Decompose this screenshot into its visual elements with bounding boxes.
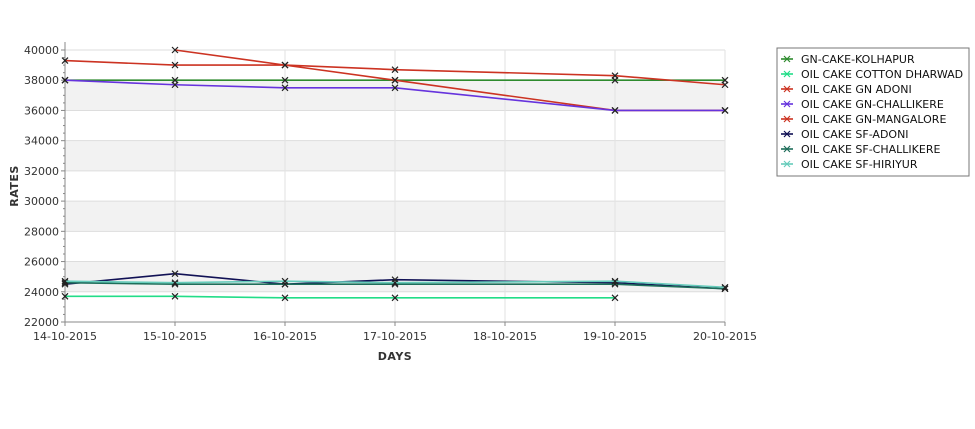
- y-axis-ticks: 22000 24000 26000 28000 30000 32000 34000 36000…: [24, 44, 65, 329]
- series-2: [61, 292, 619, 302]
- y-axis-title: RATES: [8, 165, 21, 207]
- data-point: [611, 107, 619, 114]
- legend-item: OIL CAKE SF-CHALLIKERE: [781, 143, 940, 156]
- series-line: [64, 280, 726, 289]
- y-tick-label: 34000: [24, 135, 59, 148]
- y-tick-label: 36000: [24, 104, 59, 117]
- data-point: [171, 46, 179, 54]
- legend-marker: [783, 70, 791, 78]
- legend-item: OIL CAKE SF-ADONI: [781, 128, 909, 141]
- x-tick-label: 20-10-2015: [693, 330, 757, 343]
- series-8: [61, 277, 729, 291]
- legend-label: OIL CAKE SF-ADONI: [801, 128, 909, 141]
- data-point: [171, 61, 179, 69]
- legend-box: [776, 47, 970, 177]
- data-point: [281, 61, 289, 69]
- series-line: [64, 281, 726, 290]
- legend-label: OIL CAKE COTTON DHARWAD: [801, 68, 963, 81]
- legend-label: OIL CAKE GN-MANGALORE: [801, 113, 946, 126]
- legend-item: OIL CAKE GN-MANGALORE: [781, 113, 946, 126]
- legend-label: GN-CAKE-KOLHAPUR: [801, 53, 915, 66]
- y-tick-label: 22000: [24, 316, 59, 329]
- data-point: [171, 270, 179, 278]
- data-point: [281, 76, 289, 84]
- x-tick-label: 14-10-2015: [33, 330, 97, 343]
- data-point: [611, 277, 619, 285]
- data-point: [171, 292, 179, 300]
- legend-item: OIL CAKE SF-HIRIYUR: [781, 158, 918, 171]
- legend-marker: [783, 55, 791, 63]
- legend-label: OIL CAKE SF-CHALLIKERE: [801, 143, 940, 156]
- data-point: [391, 66, 399, 74]
- data-point: [281, 277, 289, 285]
- legend: GN-CAKE-KOLHAPUR OIL CAKE COTTON DHARWAD O…: [776, 47, 970, 177]
- x-tick-label: 17-10-2015: [363, 330, 427, 343]
- data-point: [171, 81, 179, 89]
- legend-item: OIL CAKE COTTON DHARWAD: [781, 68, 963, 81]
- series-line: [64, 59, 726, 86]
- data-point: [61, 76, 69, 84]
- x-tick-label: 16-10-2015: [253, 330, 317, 343]
- data-point: [391, 76, 399, 84]
- legend-item: GN-CAKE-KOLHAPUR: [781, 53, 915, 66]
- x-axis-ticks: 14-10-2015 15-10-2015 16-10-2015 17-10-2015…: [33, 322, 757, 343]
- series-4: [61, 76, 729, 114]
- series-group: [61, 46, 729, 302]
- legend-marker: [783, 160, 791, 168]
- data-point: [391, 279, 399, 287]
- legend-label: OIL CAKE GN-CHALLIKERE: [801, 98, 944, 111]
- legend-marker: [783, 145, 791, 153]
- y-tick-label: 32000: [24, 165, 59, 178]
- data-point: [61, 292, 69, 300]
- x-tick-label: 18-10-2015: [473, 330, 537, 343]
- y-tick-label: 38000: [24, 74, 59, 87]
- data-point: [281, 84, 289, 92]
- data-point: [61, 57, 69, 65]
- data-point: [721, 107, 729, 114]
- legend-item: OIL CAKE GN ADONI: [781, 83, 912, 96]
- legend-item: OIL CAKE GN-CHALLIKERE: [781, 98, 944, 111]
- x-axis-title: DAYS: [378, 350, 412, 363]
- legend-marker: [783, 85, 791, 93]
- data-point: [61, 277, 69, 285]
- legend-label: OIL CAKE SF-HIRIYUR: [801, 158, 918, 171]
- y-tick-label: 24000: [24, 286, 59, 299]
- x-tick-label: 15-10-2015: [143, 330, 207, 343]
- legend-marker: [783, 115, 791, 123]
- data-point: [391, 294, 399, 302]
- x-tick-label: 19-10-2015: [583, 330, 647, 343]
- y-tick-label: 28000: [24, 225, 59, 238]
- data-point: [391, 84, 399, 92]
- y-tick-label: 40000: [24, 44, 59, 57]
- series-line: [64, 79, 725, 112]
- data-point: [281, 294, 289, 302]
- legend-label: OIL CAKE GN ADONI: [801, 83, 912, 96]
- data-point: [611, 280, 619, 288]
- legend-marker: [783, 130, 791, 138]
- data-point: [611, 72, 619, 80]
- series-5: [61, 57, 729, 89]
- data-point: [611, 294, 619, 302]
- data-point: [281, 280, 289, 288]
- data-point: [171, 279, 179, 287]
- legend-marker: [783, 100, 791, 108]
- series-7: [61, 279, 729, 293]
- data-point: [721, 81, 729, 89]
- y-tick-label: 30000: [24, 195, 59, 208]
- y-tick-label: 26000: [24, 256, 59, 269]
- data-point: [721, 283, 729, 291]
